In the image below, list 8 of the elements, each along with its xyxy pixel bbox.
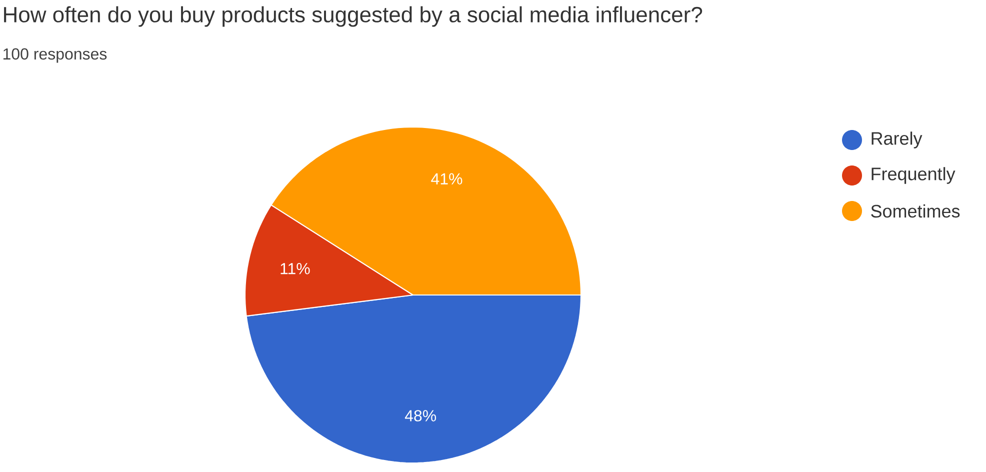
legend-label: Frequently bbox=[872, 167, 956, 184]
data-label: 11% bbox=[280, 263, 310, 274]
chart-title: How often do you buy products suggested by a social media influencer? bbox=[4, 6, 702, 27]
text: 100 responses bbox=[3, 48, 107, 63]
data-label: 41% bbox=[431, 173, 462, 184]
legend-label: Sometimes bbox=[871, 204, 960, 218]
data-label: 48% bbox=[404, 410, 436, 422]
legend-label: Rarely bbox=[872, 132, 922, 148]
